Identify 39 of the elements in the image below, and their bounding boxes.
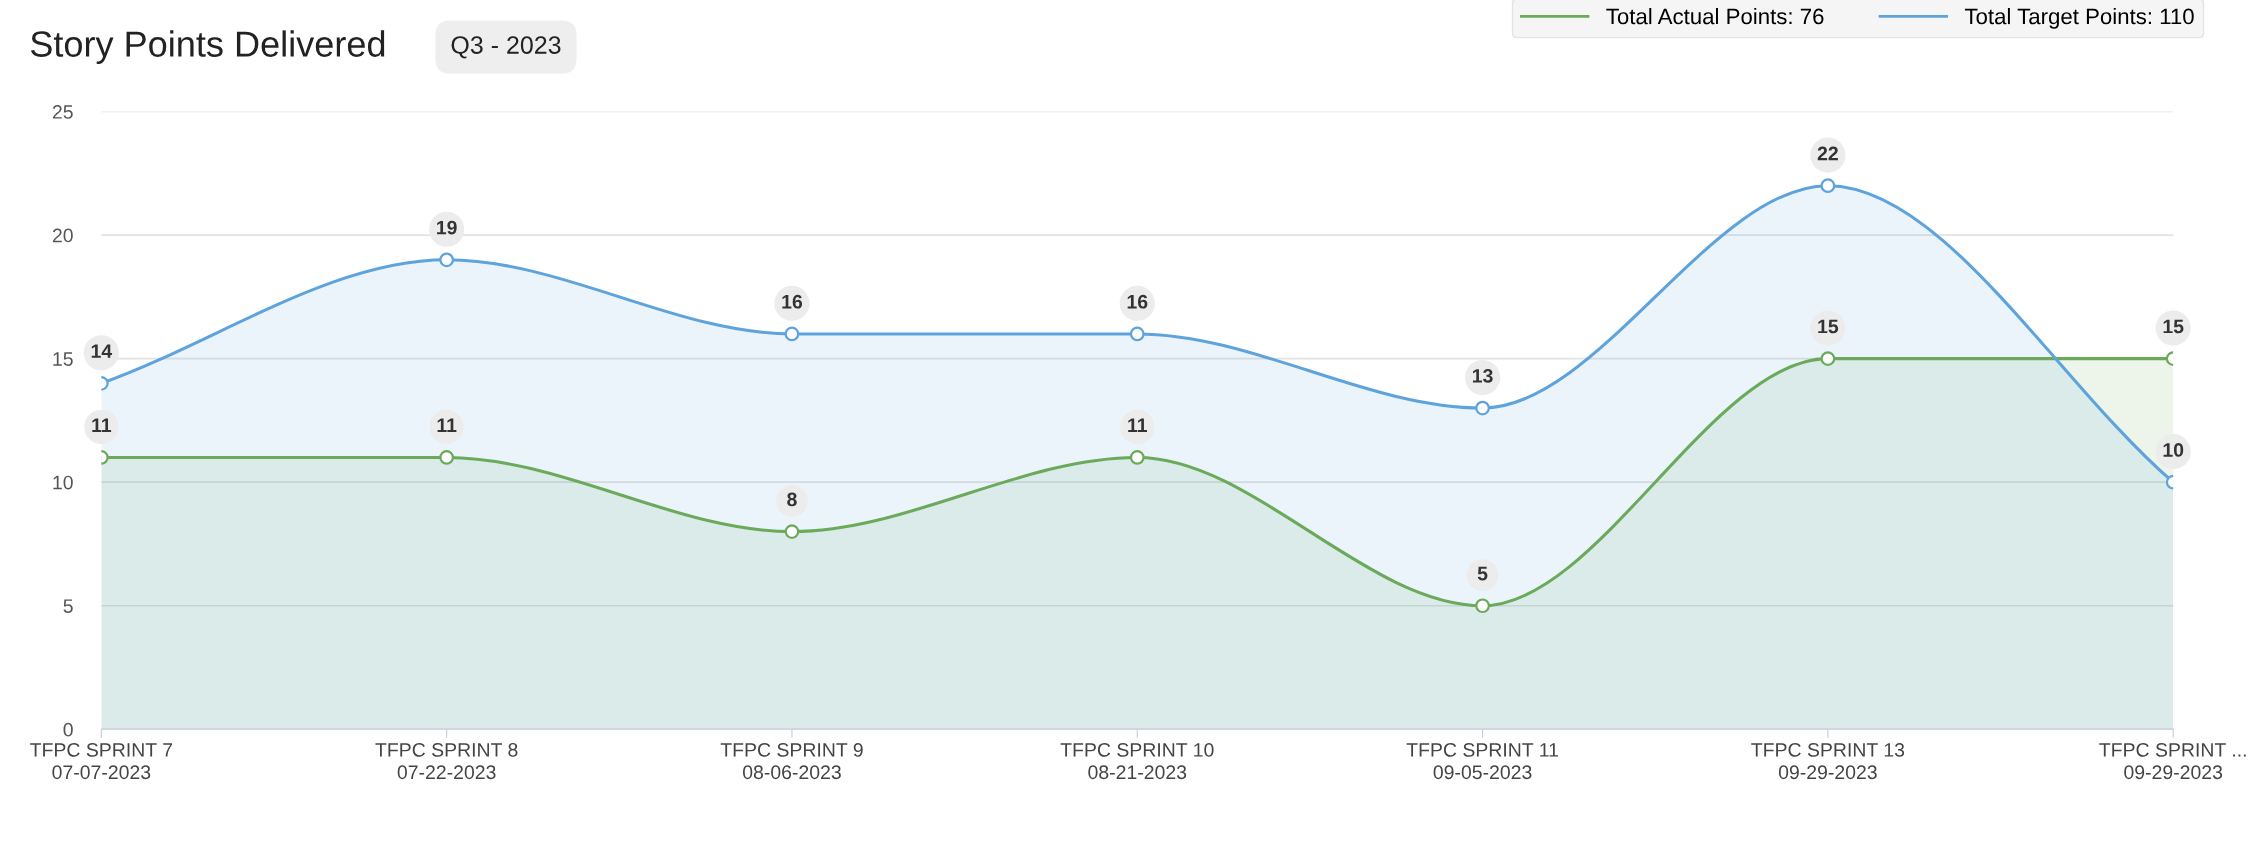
data-label: 8 (787, 492, 797, 507)
x-tick-label: TFPC SPRINT 7 07-07-2023 (30, 743, 173, 780)
data-label: 11 (1128, 418, 1147, 432)
x-tick-label: TFPC SPRINT 11 09-05-2023 (1406, 743, 1558, 780)
point (1129, 450, 1145, 465)
data-label: 19 (437, 220, 457, 235)
point (784, 326, 800, 342)
x-tick-label: TFPC SPRINT 9 08-06-2023 (720, 743, 863, 780)
y-tick-label: 0 (63, 722, 73, 737)
data-label: 11 (437, 418, 457, 432)
chart-subtitle: Q3 - 2023 (451, 36, 561, 59)
data-label: 13 (1472, 368, 1493, 383)
data-label: 5 (1477, 566, 1488, 581)
data-label: 16 (1127, 294, 1148, 309)
point (1129, 326, 1145, 342)
data-label: 10 (2163, 443, 2184, 457)
data-label: 15 (1818, 319, 1839, 334)
y-tick-label: 10 (53, 475, 73, 490)
x-tick-label: TFPC SPRINT 13 09-29-2023 (1751, 743, 1905, 780)
data-label: 11 (92, 418, 112, 432)
x-tick-label: TFPC SPRINT ... 09-29-2023 (2099, 743, 2246, 780)
point (1475, 598, 1490, 614)
y-tick-label: 5 (63, 599, 73, 613)
point (439, 450, 455, 465)
y-tick-label: 25 (52, 105, 73, 119)
legend-label: Total Actual Points: 76 (1606, 7, 1824, 25)
data-label: 15 (2163, 319, 2184, 334)
data-label: 22 (1817, 146, 1838, 161)
chart-title: Story Points Delivered (30, 30, 385, 65)
y-tick-label: 20 (52, 228, 73, 243)
point (1475, 400, 1490, 416)
legend-label: Total Target Points: 110 (1964, 7, 2194, 29)
y-tick-label: 15 (53, 352, 73, 366)
point (784, 524, 800, 539)
x-tick-label: TFPC SPRINT 10 08-21-2023 (1060, 743, 1214, 780)
x-tick-label: TFPC SPRINT 8 07-22-2023 (375, 743, 518, 780)
data-label: 16 (782, 294, 803, 309)
point (439, 252, 455, 268)
data-label: 14 (91, 344, 113, 358)
